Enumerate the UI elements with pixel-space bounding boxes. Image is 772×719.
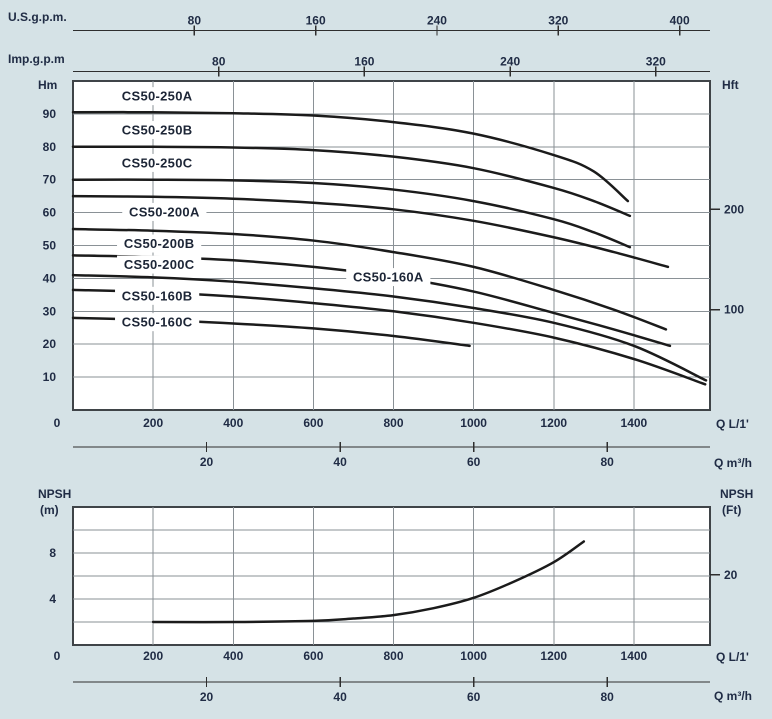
x-tick-1000-npsh: 1000 [460,649,487,663]
curve-label-cs50-250a: CS50-250A [122,89,193,104]
us-gpm-tick-label-160: 160 [306,14,326,28]
curve-label-cs50-160c: CS50-160C [122,315,193,330]
x-tick-1400-main: 1400 [621,416,648,430]
hm-tick-80: 80 [43,140,57,154]
curve-cs50-250b [71,145,632,218]
hm-tick-90: 90 [43,107,57,121]
hft-100-tick-label: 100 [724,303,744,317]
npsh-ft-20-tick-label: 20 [724,568,738,582]
curve-label-box-cs50-160b [115,286,200,305]
x-tick-600-main: 600 [303,416,323,430]
npsh-m-axis-unit: (m) [40,503,59,517]
hm-tick-60: 60 [43,206,57,220]
imp-gpm-tick-label-80: 80 [212,55,226,69]
x-tick-200-main: 200 [143,416,163,430]
x-tick-1400-npsh: 1400 [621,649,648,663]
curve-label-box-cs50-250c [115,153,200,172]
imp-gpm-tick-label-320: 320 [646,55,666,69]
npsh-m-tick-8: 8 [49,546,56,560]
curve-cs50-160a [71,273,708,382]
x-tick-200-npsh: 200 [143,649,163,663]
curve-label-cs50-250b: CS50-250B [122,123,193,138]
curve-label-box-cs50-200a [122,202,207,221]
curve-label-box-cs50-250a [115,87,200,106]
m3h-tick-label-npsh-20: 20 [200,690,214,704]
hft-200-tick-label: 200 [724,202,744,216]
curve-npsh [151,540,586,624]
flow-l1-axis-title-npsh: Q L/1' [716,650,749,664]
imp-gpm-tick-label-160: 160 [354,55,374,69]
x-tick-1000-main: 1000 [460,416,487,430]
npsh-ft-axis-unit: (Ft) [722,503,742,517]
flow-m3h-axis-title-main: Q m³/h [714,456,752,470]
flow-l1-axis-title-main: Q L/1' [716,417,749,431]
curve-label-box-cs50-250b [115,121,200,140]
x-tick-800-main: 800 [383,416,403,430]
flow-m3h-axis-title-npsh: Q m³/h [714,689,752,703]
us-gpm-tick-label-240: 240 [427,14,447,28]
curve-label-cs50-250c: CS50-250C [122,155,193,170]
curve-label-cs50-160a: CS50-160A [353,270,424,285]
npsh-m-axis-title: NPSH [38,487,72,501]
m3h-tick-label-main-40: 40 [333,455,347,469]
m3h-tick-label-main-20: 20 [200,455,214,469]
hm-tick-20: 20 [43,337,57,351]
npsh-ft-axis-title: NPSH [720,487,754,501]
x-tick-600-npsh: 600 [303,649,323,663]
hm-tick-40: 40 [43,271,57,285]
m3h-tick-label-main-80: 80 [600,455,614,469]
curve-cs50-250c [71,178,632,249]
hm-tick-70: 70 [43,173,57,187]
curve-cs50-200b [71,227,668,331]
head-m-axis-title: Hm [38,78,58,92]
x-tick-1200-main: 1200 [540,416,567,430]
us-gpm-tick-label-400: 400 [670,14,690,28]
npsh-m-tick-4: 4 [49,592,56,606]
curve-label-cs50-200a: CS50-200A [129,204,200,219]
curve-label-cs50-200c: CS50-200C [124,257,195,272]
m3h-tick-label-main-60: 60 [467,455,481,469]
x-tick-1200-npsh: 1200 [540,649,567,663]
x-tick-400-npsh: 400 [223,649,243,663]
m3h-tick-label-npsh-60: 60 [467,690,481,704]
x-tick-0-main: 0 [54,416,61,430]
curve-cs50-250a [71,110,630,203]
head-ft-axis-title: Hft [722,78,739,92]
x-tick-0-npsh: 0 [54,649,61,663]
x-tick-400-main: 400 [223,416,243,430]
us-gpm-tick-label-80: 80 [188,14,202,28]
m3h-tick-label-npsh-80: 80 [600,690,614,704]
us-gpm-axis-title: U.S.g.p.m. [8,10,67,24]
curve-label-cs50-200b: CS50-200B [124,236,195,251]
m3h-tick-label-npsh-40: 40 [333,690,347,704]
curve-label-box-cs50-200c [117,255,202,274]
curve-label-box-cs50-160a [346,268,431,287]
x-tick-800-npsh: 800 [383,649,403,663]
curve-cs50-200a [71,194,670,269]
imp-gpm-axis-title: Imp.g.p.m [8,52,65,66]
curve-label-cs50-160b: CS50-160B [122,288,193,303]
us-gpm-tick-label-320: 320 [548,14,568,28]
hm-tick-10: 10 [43,370,57,384]
imp-gpm-tick-label-240: 240 [500,55,520,69]
hm-tick-30: 30 [43,304,57,318]
curve-label-box-cs50-200b [117,234,202,253]
curve-label-box-cs50-160c [115,313,200,332]
hm-tick-50: 50 [43,239,57,253]
